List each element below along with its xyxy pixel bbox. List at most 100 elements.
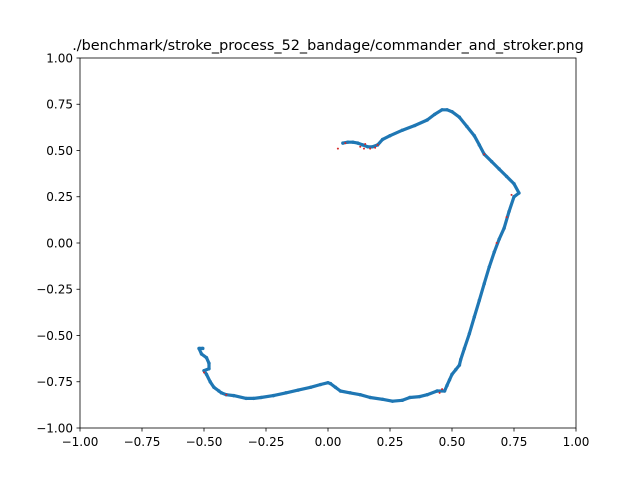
y-tick-label: −1.00 — [36, 421, 73, 435]
series-0-point-64 — [259, 395, 263, 400]
series-0-point-40 — [454, 368, 458, 372]
series-1-point-5 — [369, 147, 372, 150]
x-tick-label: −0.25 — [248, 435, 285, 449]
series-0-point-26 — [517, 191, 521, 195]
series-0-point-35 — [472, 315, 477, 319]
series-0-point-71 — [212, 385, 216, 389]
x-tick-label: 0.00 — [315, 435, 342, 449]
series-0-point-61 — [296, 388, 300, 392]
series-0-point-46 — [425, 393, 429, 397]
series-0-point-44 — [442, 389, 447, 393]
series-0-point-73 — [204, 372, 209, 377]
series-0-point-78 — [199, 352, 204, 356]
series-0-point-50 — [390, 399, 395, 403]
y-tick-label: 1.00 — [46, 51, 73, 65]
series-0-point-3 — [356, 141, 360, 145]
series-1-point-7 — [376, 143, 379, 146]
series-0-point-27 — [512, 195, 516, 199]
series-0-point-43 — [445, 383, 449, 388]
series-0-point-70 — [217, 389, 221, 393]
series-0-point-13 — [432, 112, 437, 117]
series-0-point-60 — [308, 385, 313, 389]
series-0-point-28 — [507, 209, 511, 214]
series-0-point-36 — [467, 331, 472, 336]
series-0-point-77 — [204, 356, 209, 360]
series-0-point-20 — [477, 143, 481, 147]
series-0-point-47 — [418, 394, 422, 399]
series-0-point-18 — [465, 124, 469, 129]
series-0-point-19 — [472, 134, 477, 138]
y-tick-label: 0.25 — [46, 190, 73, 204]
series-0-point-52 — [368, 395, 372, 400]
x-tick-label: −1.00 — [62, 435, 99, 449]
x-tick-label: 0.75 — [501, 435, 528, 449]
series-0-point-14 — [440, 108, 444, 112]
series-0-point-69 — [219, 391, 224, 395]
series-0-point-29 — [502, 226, 506, 230]
y-tick-label: 0.00 — [46, 236, 73, 250]
series-1-point-10 — [505, 216, 508, 219]
series-0-point-23 — [497, 167, 501, 171]
series-1-point-1 — [344, 142, 347, 145]
series-0 — [197, 108, 521, 403]
series-0-point-30 — [497, 237, 501, 241]
series-0-point-1 — [346, 140, 350, 144]
series-0-point-75 — [207, 367, 211, 371]
y-tick-label: 0.75 — [46, 98, 73, 112]
series-0-point-6 — [370, 145, 375, 149]
x-axis: −1.00 −0.75 −0.50 −0.25 0.00 0.25 0.50 0.75 1.00 — [62, 428, 590, 449]
series-1-point-13 — [438, 391, 441, 394]
series-0-point-39 — [457, 363, 462, 367]
series-0-point-0 — [341, 141, 345, 145]
series-0-point-72 — [208, 380, 212, 384]
series-1 — [203, 142, 513, 396]
series-1-point-9 — [510, 193, 513, 196]
y-tick-label: 0.50 — [46, 144, 73, 158]
series-0-point-31 — [492, 250, 496, 254]
series-0-point-9 — [388, 134, 392, 138]
x-tick-label: 1.00 — [563, 435, 590, 449]
series-0-point-15 — [445, 108, 449, 112]
series-0-point-17 — [457, 115, 462, 119]
series-0-point-56 — [333, 385, 338, 389]
x-tick-label: −0.50 — [186, 435, 223, 449]
series-0-point-76 — [207, 361, 211, 365]
series-0-point-49 — [400, 398, 405, 402]
chart-title: ./benchmark/stroke_process_52_bandage/co… — [72, 38, 584, 54]
series-0-point-63 — [271, 393, 276, 398]
series-0-point-55 — [338, 389, 343, 393]
y-tick-label: −0.25 — [36, 283, 73, 297]
series-0-point-48 — [408, 395, 412, 400]
y-axis: −1.00 −0.75 −0.50 −0.25 0.00 0.25 0.50 0.75 1.00 — [36, 51, 80, 435]
series-0-point-22 — [489, 159, 494, 164]
series-0-point-67 — [232, 393, 236, 398]
series-1-point-0 — [336, 147, 339, 150]
series-0-point-33 — [482, 282, 486, 286]
series-0-point-42 — [447, 378, 452, 382]
series-0-point-10 — [400, 128, 405, 132]
series-0-point-45 — [435, 389, 439, 393]
series-1-point-6 — [374, 146, 377, 149]
series-1-point-14 — [225, 393, 228, 396]
x-tick-label: −0.75 — [124, 435, 161, 449]
series-0-point-32 — [487, 265, 491, 269]
series-0-point-34 — [477, 298, 481, 303]
series-0-point-51 — [380, 397, 385, 402]
series-0-point-24 — [504, 174, 509, 179]
series-0-point-59 — [318, 382, 323, 387]
x-tick-label: 0.50 — [439, 435, 466, 449]
series-0-point-11 — [413, 123, 417, 128]
series-0-point-2 — [351, 140, 355, 144]
series-0-point-79 — [197, 346, 201, 351]
series-0-point-25 — [512, 182, 516, 186]
series-1-point-11 — [495, 242, 498, 244]
series-1-point-8 — [483, 153, 486, 156]
series-0-point-54 — [348, 391, 353, 395]
series-1-point-3 — [362, 147, 365, 150]
series-0-point-4 — [361, 143, 365, 147]
series-0-point-80 — [201, 346, 205, 351]
series-0-point-66 — [244, 396, 248, 401]
series-0-point-37 — [462, 346, 467, 351]
